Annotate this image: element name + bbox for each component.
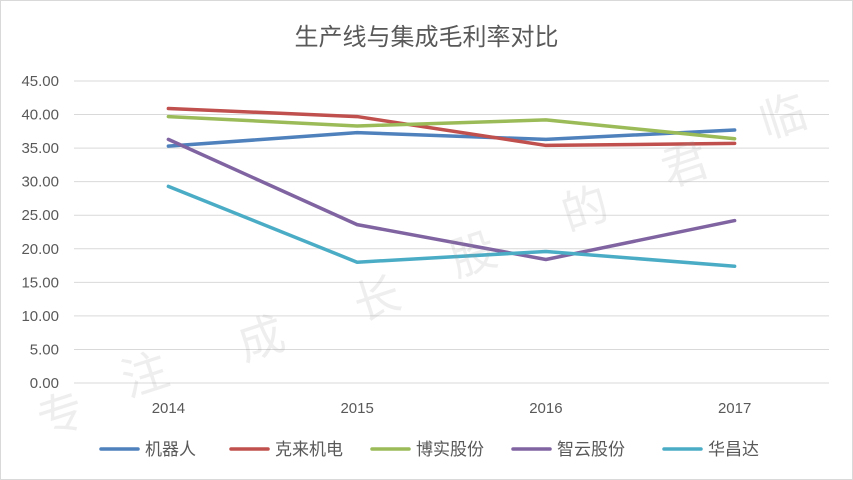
x-tick-label: 2016 <box>529 400 562 417</box>
x-tick-label: 2017 <box>718 400 751 417</box>
gridlines <box>74 80 829 384</box>
series-line-3 <box>166 114 737 141</box>
y-tick-label: 0.00 <box>30 375 59 392</box>
y-tick-label: 10.00 <box>21 308 59 325</box>
y-tick-label: 30.00 <box>21 174 59 191</box>
y-tick-label: 35.00 <box>21 140 59 157</box>
legend-label: 博实股份 <box>416 440 484 460</box>
series-line-2 <box>166 106 737 148</box>
y-tick-label: 5.00 <box>30 341 59 358</box>
y-tick-label: 15.00 <box>21 274 59 291</box>
x-axis-ticks: 2014 2015 2016 2017 <box>152 400 752 417</box>
legend-label: 克来机电 <box>275 440 343 460</box>
y-tick-label: 20.00 <box>21 241 59 258</box>
legend-item: 智云股份 <box>511 440 625 460</box>
legend-item: 克来机电 <box>229 440 343 460</box>
legend-item: 机器人 <box>99 440 196 460</box>
y-tick-label: 25.00 <box>21 207 59 224</box>
legend-item: 华昌达 <box>662 440 759 460</box>
legend-item: 博实股份 <box>370 440 484 460</box>
legend-label: 华昌达 <box>708 440 759 460</box>
chart-title: 生产线与集成毛利率对比 <box>294 23 559 51</box>
series-line-4 <box>166 137 737 262</box>
x-tick-label: 2015 <box>340 400 373 417</box>
series-line-5 <box>166 184 737 268</box>
legend: 机器人 克来机电 博实股份 智云股份 华昌达 <box>99 440 759 460</box>
y-tick-label: 40.00 <box>21 107 59 124</box>
y-axis-ticks: 0.00 5.00 10.00 15.00 20.00 25.00 30.00 35.00 40… <box>21 73 59 392</box>
x-tick-label: 2014 <box>152 400 185 417</box>
legend-label: 机器人 <box>145 440 196 460</box>
series-lines <box>166 106 737 268</box>
y-tick-label: 45.00 <box>21 73 59 90</box>
legend-label: 智云股份 <box>557 440 625 460</box>
series-line-1 <box>166 128 737 148</box>
